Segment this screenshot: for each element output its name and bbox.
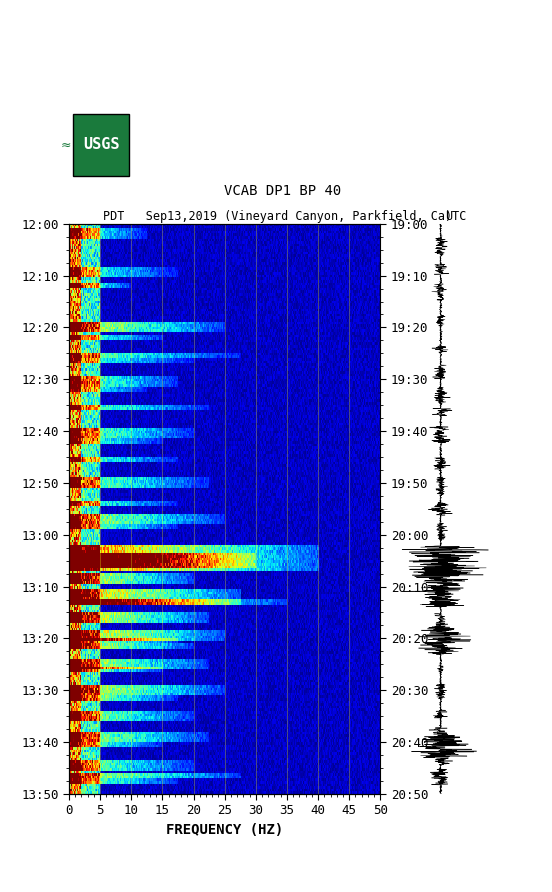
Text: USGS: USGS (83, 137, 119, 153)
Text: VCAB DP1 BP 40: VCAB DP1 BP 40 (224, 184, 342, 198)
Text: PDT   Sep13,2019 (Vineyard Canyon, Parkfield, Ca): PDT Sep13,2019 (Vineyard Canyon, Parkfie… (103, 211, 452, 223)
Text: UTC: UTC (445, 211, 467, 223)
X-axis label: FREQUENCY (HZ): FREQUENCY (HZ) (166, 822, 283, 837)
FancyBboxPatch shape (73, 114, 129, 176)
Text: ≈: ≈ (61, 138, 71, 152)
